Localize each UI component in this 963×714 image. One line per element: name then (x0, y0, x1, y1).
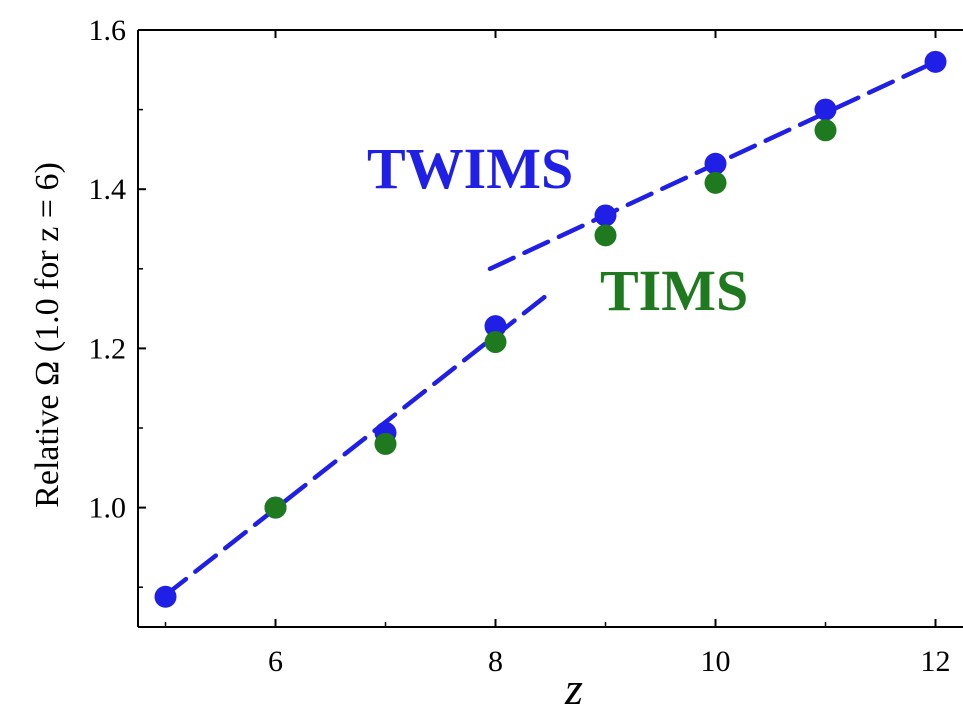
y-tick-label: 1.0 (89, 492, 127, 525)
twims-point (484, 315, 507, 338)
tims-point (814, 119, 837, 142)
twims-point (594, 204, 617, 227)
data-points (154, 50, 947, 608)
y-tick-label: 1.4 (89, 173, 127, 206)
x-tick-label: 10 (701, 645, 731, 678)
tims-point (484, 331, 507, 354)
twims-point (924, 50, 947, 73)
x-tick-label: 8 (488, 645, 503, 678)
axes: 6 8 10 12 1.0 1.2 1.4 1.6 (89, 14, 963, 678)
twims-point (814, 98, 837, 121)
tims-point (374, 432, 397, 455)
y-tick-label: 1.2 (89, 332, 127, 365)
x-tick-label: 6 (268, 645, 283, 678)
twims-point (154, 585, 177, 608)
x-tick-label: 12 (921, 645, 951, 678)
fit-line-1 (163, 294, 548, 598)
twims-point (704, 152, 727, 175)
y-tick-label: 1.6 (89, 14, 127, 47)
y-axis-title: Relative Ω (1.0 for z = 6) (29, 162, 66, 508)
tims-point (594, 224, 617, 247)
tims-point (264, 496, 287, 519)
tims-point (704, 171, 727, 194)
x-axis-title: z (564, 663, 583, 714)
twims-label: TWIMS (367, 136, 573, 201)
tims-label: TIMS (600, 258, 748, 323)
labels: TWIMS TIMS z Relative Ω (1.0 for z = 6) (29, 136, 748, 714)
